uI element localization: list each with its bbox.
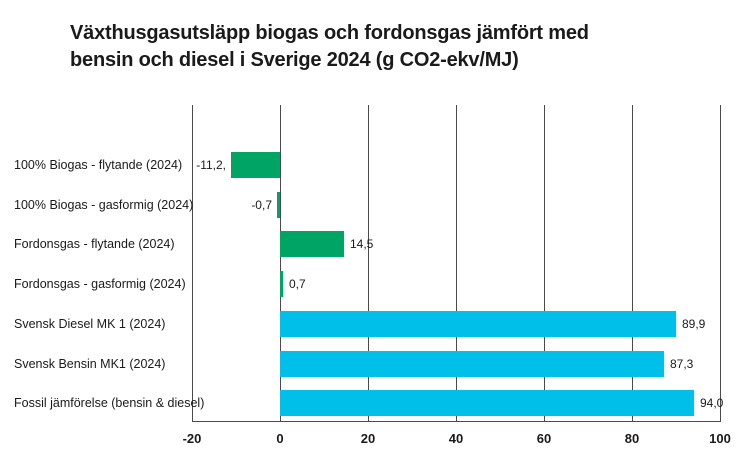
x-axis-tick-label: 20 [360,431,376,446]
bar-value-label: 14,5 [350,237,374,251]
x-axis-tick-label: 60 [536,431,552,446]
bar-3 [280,231,344,257]
x-axis-line [192,421,721,422]
gridline-x-60 [544,105,545,421]
bar-5 [280,311,676,337]
bar-7 [280,390,694,416]
chart-title: Växthusgasutsläpp biogas och fordonsgas … [70,20,589,74]
bar-value-label: 0,7 [289,277,306,291]
x-axis-tick-label: 0 [276,431,284,446]
x-axis-tick-label: 40 [448,431,464,446]
x-axis-tick-label: 100 [709,431,731,446]
category-label: Svensk Diesel MK 1 (2024) [14,317,166,331]
bar-6 [280,351,664,377]
gridline-x-100 [720,105,721,421]
bar-2 [277,192,280,218]
category-label: Fossil jämförelse (bensin & diesel) [14,396,205,410]
gridline-x-0 [280,105,281,421]
category-label: Svensk Bensin MK1 (2024) [14,357,166,371]
bar-value-label: 87,3 [670,357,694,371]
gridline-x-40 [456,105,457,421]
bar-value-label: -11,2, [196,158,226,172]
gridline-x--20 [192,105,193,421]
bar-value-label: -0,7 [251,198,272,212]
bar-value-label: 94,0 [700,396,724,410]
chart-title-line-1: Växthusgasutsläpp biogas och fordonsgas … [70,22,589,44]
category-label: 100% Biogas - gasformig (2024) [14,198,194,212]
bar-1 [231,152,280,178]
bar-4 [280,271,283,297]
gridline-x-80 [632,105,633,421]
category-label: Fordonsgas - flytande (2024) [14,237,175,251]
gridline-x-20 [368,105,369,421]
x-axis-tick-label: 80 [624,431,640,446]
x-axis-tick-label: -20 [182,431,202,446]
bar-value-label: 89,9 [682,317,706,331]
category-label: 100% Biogas - flytande (2024) [14,158,183,172]
chart-title-line-2: bensin och diesel i Sverige 2024 (g CO2-… [70,49,519,71]
category-label: Fordonsgas - gasformig (2024) [14,277,186,291]
